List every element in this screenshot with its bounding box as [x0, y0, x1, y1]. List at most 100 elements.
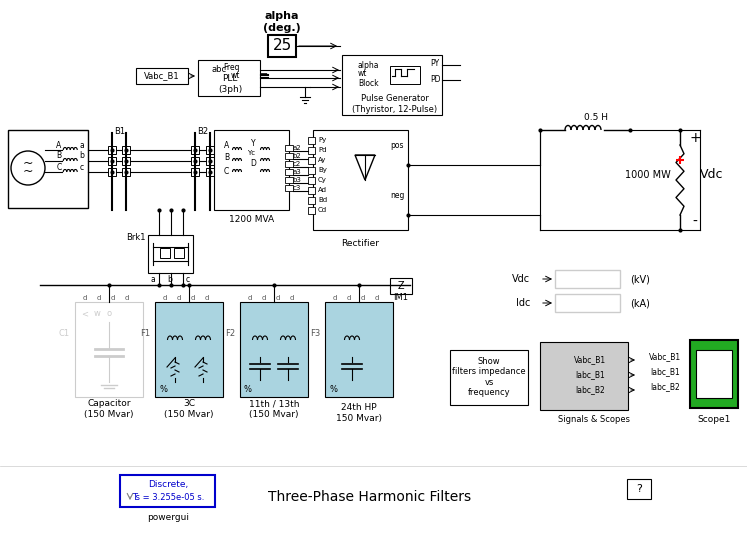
Text: d: d: [83, 295, 87, 301]
Text: d: d: [190, 295, 195, 301]
Text: Show
filters impedance
vs
frequency: Show filters impedance vs frequency: [452, 357, 526, 397]
Bar: [160, 248, 170, 258]
Text: wt: wt: [231, 71, 240, 80]
Text: -: -: [692, 215, 698, 229]
Text: alpha
(deg.): alpha (deg.): [263, 11, 301, 33]
Text: a: a: [80, 140, 84, 150]
Text: IM1: IM1: [394, 294, 409, 302]
Text: Rectifier: Rectifier: [341, 240, 379, 249]
Text: A: A: [56, 140, 61, 150]
Text: B: B: [224, 153, 229, 162]
Bar: [191, 168, 199, 176]
Bar: [308, 177, 315, 184]
Bar: [191, 157, 199, 165]
Text: %: %: [159, 384, 167, 393]
Bar: [75, 302, 143, 397]
Text: B1: B1: [114, 126, 125, 136]
Text: Idc: Idc: [515, 298, 530, 308]
Bar: [108, 168, 116, 176]
Bar: [285, 177, 293, 183]
Text: d: d: [276, 295, 280, 301]
Text: C: C: [224, 167, 229, 175]
Bar: [268, 35, 296, 57]
Text: neg: neg: [390, 190, 404, 199]
Bar: [206, 157, 214, 165]
Text: d: d: [347, 295, 351, 301]
Text: 25: 25: [273, 39, 291, 54]
Bar: [108, 157, 116, 165]
Bar: [122, 157, 130, 165]
Bar: [122, 168, 130, 176]
Bar: [285, 185, 293, 191]
Bar: [155, 302, 223, 397]
Bar: [285, 161, 293, 167]
Bar: [285, 145, 293, 151]
Text: Iabc_B2: Iabc_B2: [575, 385, 605, 394]
Text: %: %: [244, 384, 252, 393]
Bar: [148, 235, 193, 273]
Text: d: d: [361, 295, 365, 301]
Bar: [390, 278, 412, 294]
Text: Vdc: Vdc: [700, 168, 724, 182]
Text: =: =: [260, 70, 268, 80]
Bar: [174, 248, 184, 258]
Bar: [136, 68, 188, 84]
Text: o: o: [106, 309, 111, 318]
Text: Vabc_B1: Vabc_B1: [574, 355, 606, 364]
Bar: [308, 147, 315, 154]
Bar: [308, 207, 315, 214]
Text: Z: Z: [397, 281, 404, 291]
Text: Discrete,: Discrete,: [148, 480, 188, 489]
Text: pos: pos: [390, 140, 403, 150]
Bar: [555, 270, 620, 288]
Text: D: D: [250, 159, 256, 167]
Text: Ts = 3.255e-05 s.: Ts = 3.255e-05 s.: [131, 493, 204, 502]
Text: c: c: [186, 274, 190, 284]
Bar: [214, 130, 289, 210]
Bar: [690, 340, 738, 408]
Polygon shape: [355, 155, 375, 180]
Bar: [696, 350, 732, 398]
Text: ~: ~: [22, 157, 34, 169]
Text: PD: PD: [430, 76, 441, 85]
Text: Vabc_B1: Vabc_B1: [144, 71, 180, 80]
Text: alpha: alpha: [358, 61, 379, 70]
Text: B: B: [57, 152, 61, 160]
Bar: [108, 146, 116, 154]
Text: 1000 MW: 1000 MW: [625, 170, 671, 180]
Text: Py: Py: [318, 137, 326, 143]
Text: b: b: [167, 274, 173, 284]
Bar: [308, 197, 315, 204]
Text: abc: abc: [212, 65, 227, 75]
Bar: [285, 153, 293, 159]
Text: F3: F3: [310, 330, 320, 339]
Text: B2: B2: [197, 126, 208, 136]
Text: b: b: [80, 152, 84, 160]
Text: Scope1: Scope1: [697, 415, 731, 425]
Text: Pulse Generator
(Thyristor, 12-Pulse): Pulse Generator (Thyristor, 12-Pulse): [353, 94, 438, 114]
Text: ~: ~: [22, 165, 34, 177]
Bar: [555, 294, 620, 312]
Text: d: d: [333, 295, 337, 301]
Bar: [308, 157, 315, 164]
Text: Cd: Cd: [318, 207, 327, 213]
Text: d: d: [261, 295, 266, 301]
Bar: [390, 66, 420, 84]
Text: Signals & Scopes: Signals & Scopes: [558, 415, 630, 425]
Bar: [342, 55, 442, 115]
Text: b2: b2: [293, 153, 301, 159]
Text: w: w: [93, 309, 100, 318]
Text: C: C: [56, 162, 61, 172]
Text: Vdc: Vdc: [512, 274, 530, 284]
Text: powergui: powergui: [147, 512, 189, 522]
Text: Yc: Yc: [247, 150, 255, 156]
Bar: [285, 169, 293, 175]
Bar: [198, 60, 260, 96]
Text: d: d: [177, 295, 182, 301]
Text: Iabc_B2: Iabc_B2: [650, 383, 680, 391]
Text: A: A: [224, 140, 229, 150]
Text: +: +: [689, 131, 701, 145]
Text: 0.5 H: 0.5 H: [584, 114, 608, 123]
Text: 11th / 13th
(150 Mvar): 11th / 13th (150 Mvar): [249, 399, 300, 419]
Text: Ad: Ad: [318, 187, 327, 193]
